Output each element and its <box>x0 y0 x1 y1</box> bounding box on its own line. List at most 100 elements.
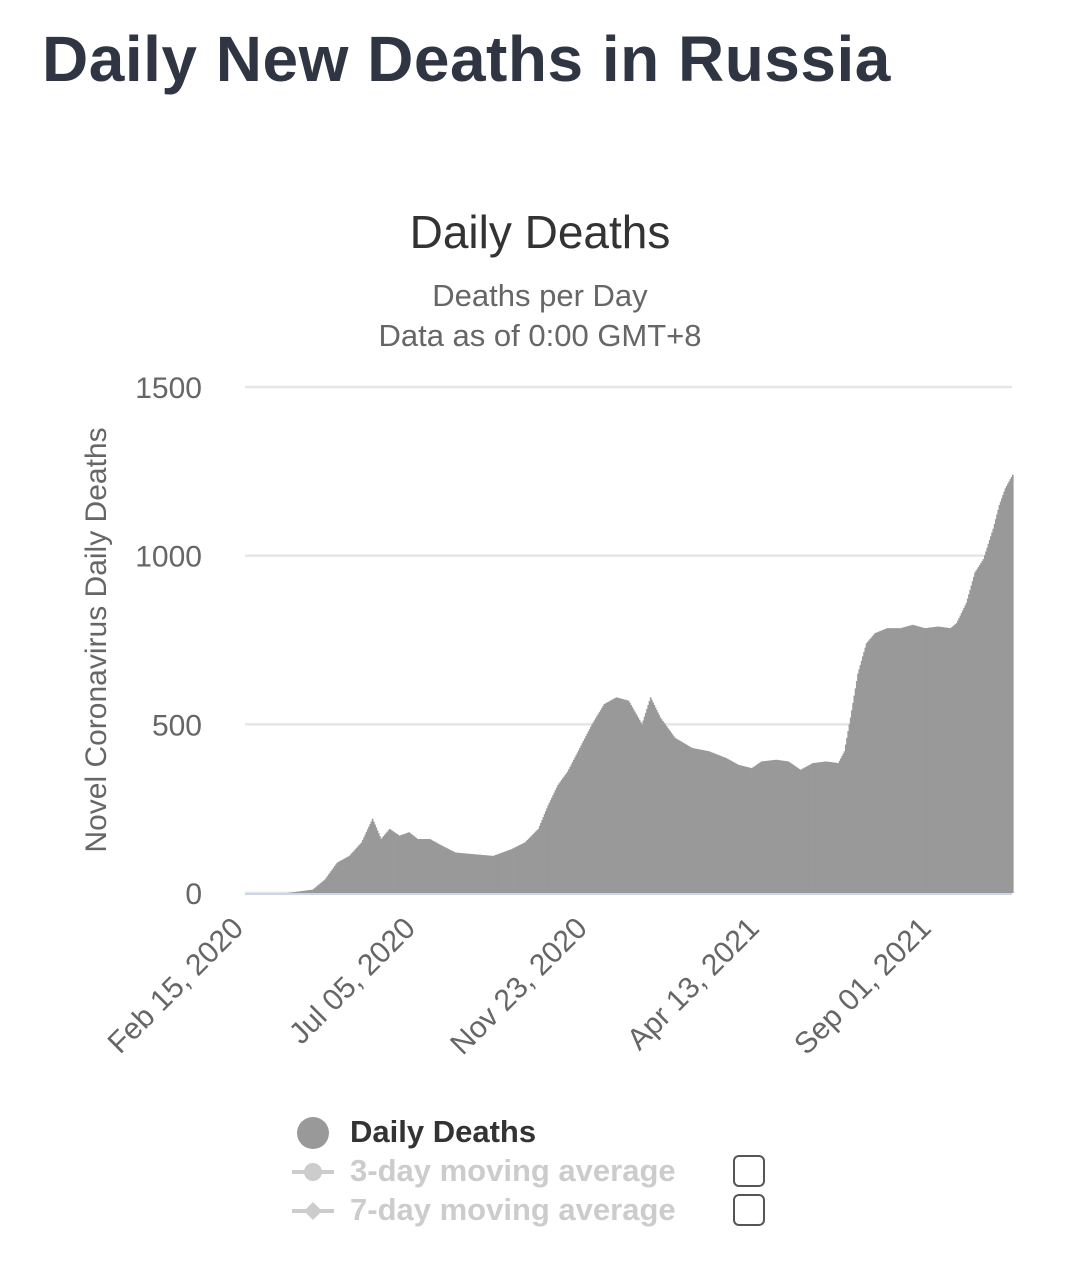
bar[interactable] <box>992 528 995 893</box>
bar[interactable] <box>964 605 967 893</box>
bar[interactable] <box>668 729 670 893</box>
bar[interactable] <box>922 627 925 893</box>
bar[interactable] <box>583 738 586 894</box>
bar[interactable] <box>771 760 774 893</box>
bar[interactable] <box>382 836 385 893</box>
bar[interactable] <box>790 763 792 893</box>
bar[interactable] <box>941 627 943 893</box>
bar[interactable] <box>536 830 539 893</box>
bar[interactable] <box>399 835 402 893</box>
bar[interactable] <box>680 741 682 893</box>
bar[interactable] <box>571 762 574 893</box>
bar[interactable] <box>846 737 848 893</box>
bar[interactable] <box>321 881 324 893</box>
bar[interactable] <box>436 843 439 893</box>
bar[interactable] <box>972 576 975 893</box>
bar[interactable] <box>384 834 386 893</box>
bar[interactable] <box>551 797 553 893</box>
bar[interactable] <box>1003 491 1006 893</box>
bar[interactable] <box>529 837 531 893</box>
bar[interactable] <box>797 768 800 893</box>
bar[interactable] <box>641 724 643 893</box>
bar[interactable] <box>424 839 426 893</box>
bar[interactable] <box>719 755 721 893</box>
bar[interactable] <box>813 762 815 893</box>
bar[interactable] <box>586 733 589 893</box>
checkbox-7-day[interactable] <box>733 1194 765 1226</box>
bar[interactable] <box>625 700 628 893</box>
bar[interactable] <box>918 626 920 893</box>
bar[interactable] <box>793 765 796 893</box>
bar[interactable] <box>697 749 700 893</box>
legend-item-daily-deaths[interactable]: Daily Deaths <box>290 1112 810 1151</box>
bar[interactable] <box>1009 479 1012 893</box>
bar[interactable] <box>844 744 847 893</box>
bar[interactable] <box>942 627 945 893</box>
bar[interactable] <box>392 831 395 893</box>
bar[interactable] <box>980 562 982 893</box>
bar[interactable] <box>687 745 690 893</box>
bar[interactable] <box>313 888 315 893</box>
bar[interactable] <box>749 767 752 893</box>
bar[interactable] <box>1010 476 1013 893</box>
bar[interactable] <box>393 832 396 893</box>
bar[interactable] <box>891 628 893 893</box>
bar[interactable] <box>418 839 420 893</box>
bar[interactable] <box>664 724 667 893</box>
bar[interactable] <box>623 699 625 893</box>
bar[interactable] <box>788 762 791 893</box>
bar[interactable] <box>974 572 976 893</box>
bar[interactable] <box>425 839 428 893</box>
bar[interactable] <box>599 710 602 893</box>
bar[interactable] <box>507 850 509 894</box>
bar[interactable] <box>540 823 542 893</box>
bar[interactable] <box>527 838 530 893</box>
bar[interactable] <box>996 514 998 893</box>
bar[interactable] <box>496 854 498 893</box>
bar[interactable] <box>792 764 795 893</box>
bar[interactable] <box>835 762 837 893</box>
bar[interactable] <box>987 543 990 893</box>
bar[interactable] <box>307 890 309 893</box>
bar[interactable] <box>562 778 564 893</box>
bar[interactable] <box>633 711 636 893</box>
bar[interactable] <box>691 747 693 893</box>
bar[interactable] <box>662 720 664 893</box>
bar[interactable] <box>932 627 935 893</box>
bar[interactable] <box>640 722 642 893</box>
bar[interactable] <box>915 625 918 893</box>
bar[interactable] <box>713 753 715 893</box>
bar[interactable] <box>440 845 442 893</box>
bar[interactable] <box>1008 481 1010 893</box>
bar[interactable] <box>914 625 917 893</box>
bar[interactable] <box>560 779 563 893</box>
bar[interactable] <box>309 889 312 893</box>
bar[interactable] <box>880 630 882 893</box>
bar[interactable] <box>481 854 484 893</box>
bar[interactable] <box>305 890 308 893</box>
bar[interactable] <box>302 890 304 893</box>
legend-item-7-day-moving-average[interactable]: 7-day moving average <box>290 1190 810 1229</box>
bar[interactable] <box>727 759 730 893</box>
bar[interactable] <box>924 628 926 893</box>
bar[interactable] <box>870 637 873 893</box>
bar[interactable] <box>991 532 993 893</box>
bar[interactable] <box>957 620 959 893</box>
bar[interactable] <box>770 760 773 893</box>
bar[interactable] <box>794 766 797 894</box>
bar[interactable] <box>931 627 934 893</box>
bar[interactable] <box>857 673 859 893</box>
bar[interactable] <box>459 852 462 893</box>
bar[interactable] <box>477 854 480 893</box>
bar[interactable] <box>877 631 880 893</box>
bar[interactable] <box>546 808 548 893</box>
bar[interactable] <box>651 699 653 893</box>
bar[interactable] <box>303 890 306 893</box>
bar[interactable] <box>514 847 517 893</box>
bar[interactable] <box>635 713 637 893</box>
bar[interactable] <box>532 833 535 893</box>
bar[interactable] <box>715 754 718 893</box>
bar[interactable] <box>842 753 845 893</box>
bar[interactable] <box>871 636 874 893</box>
bar[interactable] <box>531 835 534 893</box>
